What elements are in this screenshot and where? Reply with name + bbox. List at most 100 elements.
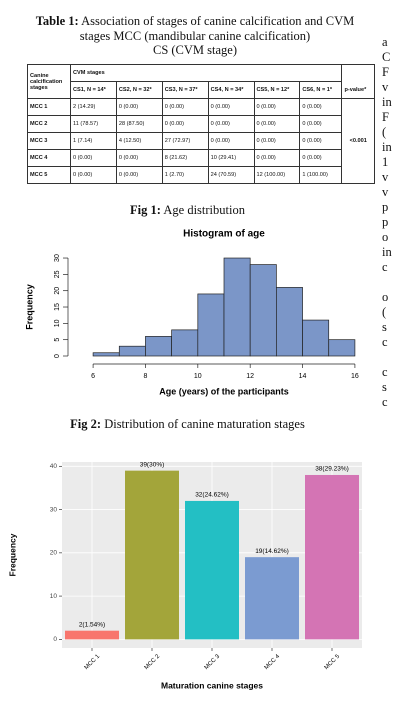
side-text: c: [382, 365, 388, 379]
x-tick-label: MCC 3: [204, 653, 222, 671]
y-tick-label: 20: [54, 287, 61, 295]
header-cell: [341, 64, 375, 82]
table-cell: 8 (21.62): [161, 149, 209, 167]
value-label: 32(24.62%): [195, 492, 229, 499]
figure-label: Fig 2:: [70, 417, 102, 431]
y-tick-label: 15: [54, 303, 61, 311]
bar: [305, 474, 359, 640]
table-cell: 0 (0.00): [115, 166, 163, 184]
table-cell: 10 (29.41): [207, 149, 255, 167]
side-text: in: [382, 140, 392, 154]
side-text: 1: [382, 155, 389, 169]
column-header: CS6, N = 1*: [299, 81, 343, 99]
x-axis-label: Maturation canine stages: [161, 680, 263, 690]
y-axis-label: Frequency: [24, 284, 34, 330]
bar-chart: 2(1.54%) MCC 1 39(30%) MCC 2 32(24.62%) MCC 3…: [7, 461, 362, 690]
table-label: Table 1:: [35, 14, 79, 28]
value-label: 19(14.62%): [255, 548, 289, 555]
y-tick-label: 0: [54, 354, 61, 358]
side-text: in: [382, 95, 392, 109]
figure-text: Distribution of canine maturation stages: [104, 417, 305, 431]
table-cell: 0 (0.00): [207, 132, 255, 150]
row-header: Canine calcification stages: [27, 64, 71, 99]
bar: [92, 352, 120, 357]
side-text: v: [382, 170, 389, 184]
side-text: p: [382, 215, 389, 229]
table-cell: 0 (0.00): [299, 115, 343, 133]
table-cell: 0 (0.00): [207, 115, 255, 133]
y-tick-label: 0: [53, 636, 57, 643]
bar: [245, 557, 299, 640]
table-cell: 0 (0.00): [161, 98, 209, 116]
table-cell: 0 (0.00): [207, 98, 255, 116]
bar: [249, 264, 277, 357]
x-tick-label: MCC 5: [324, 653, 342, 671]
side-text: c: [382, 335, 388, 349]
table-cell: 0 (0.00): [253, 132, 301, 150]
histogram-chart: Histogram of age 0 5 10 15 20 25 30 6 8 10 12 14 16 Ag…: [24, 229, 359, 397]
bar: [328, 339, 356, 357]
table-cell: 0 (0.00): [253, 98, 301, 116]
caption-line: Table 1: Association of stages of canine…: [10, 14, 380, 29]
figure-text: Age distribution: [163, 203, 245, 217]
value-label: 39(30%): [140, 461, 165, 468]
side-text: (: [382, 305, 387, 319]
table-cell: 0 (0.00): [70, 149, 117, 167]
x-axis-label: Age (years) of the participants: [159, 386, 289, 396]
column-header: CS4, N = 34*: [207, 81, 255, 99]
x-tick-label: MCC 1: [84, 653, 102, 671]
table-cell: 2 (14.29): [70, 98, 117, 116]
table-cell: 0 (0.00): [299, 132, 343, 150]
table-cell: 0 (0.00): [70, 166, 117, 184]
stage-cell: MCC 3: [27, 132, 71, 150]
bar: [185, 500, 239, 640]
stage-cell: MCC 2: [27, 115, 71, 133]
bar: [125, 470, 179, 640]
y-tick-label: 10: [54, 319, 61, 327]
y-tick-label: 5: [54, 338, 61, 342]
figure-label: Fig 1:: [130, 203, 161, 217]
side-text: s: [382, 380, 387, 394]
table-cell: 0 (0.00): [161, 115, 209, 133]
side-text: in: [382, 245, 392, 259]
caption-text: stages MCC (mandibular canine calcificat…: [79, 28, 311, 43]
figure-caption: Fig 1: Age distribution: [0, 203, 375, 218]
table-cell: 1 (100.00): [299, 166, 343, 184]
caption-text: CS (CVM stage): [152, 43, 238, 57]
side-text: c: [382, 395, 388, 409]
x-tick-label: 16: [351, 373, 359, 380]
x-tick-label: 12: [246, 373, 254, 380]
bar: [197, 293, 225, 357]
y-tick-label: 10: [50, 593, 58, 600]
caption-text: Association of stages of canine calcific…: [81, 14, 355, 28]
stage-cell: MCC 1: [27, 98, 71, 116]
bar: [302, 319, 330, 357]
side-text: v: [382, 80, 389, 94]
x-tick-label: 10: [194, 373, 202, 380]
x-tick-label: MCC 4: [264, 653, 282, 671]
side-text: o: [382, 290, 389, 304]
table-cell: 27 (72.97): [161, 132, 209, 150]
pvalue-cell: <0.001: [341, 98, 375, 184]
y-axis-label: Frequency: [7, 533, 17, 576]
header-row: CS1, N = 14* CS2, N = 32* CS3, N = 37* CS4,…: [28, 81, 375, 99]
caption-line: stages MCC (mandibular canine calcificat…: [10, 29, 380, 44]
side-text: (: [382, 125, 387, 139]
table-caption: Table 1: Association of stages of canine…: [10, 14, 380, 58]
y-tick-label: 20: [50, 550, 58, 557]
table-cell: 0 (0.00): [253, 115, 301, 133]
table-cell: 1 (2.70): [161, 166, 209, 184]
side-text: s: [382, 320, 387, 334]
table-row: MCC 2 11 (78.57) 28 (87.50) 0 (0.00) 0 (0.00…: [27, 115, 375, 133]
x-tick-label: 14: [299, 373, 307, 380]
chart-title: Histogram of age: [183, 229, 265, 240]
table-cell: 4 (12.50): [115, 132, 163, 150]
x-tick-label: MCC 2: [144, 653, 162, 671]
table-cell: 0 (0.00): [115, 149, 163, 167]
